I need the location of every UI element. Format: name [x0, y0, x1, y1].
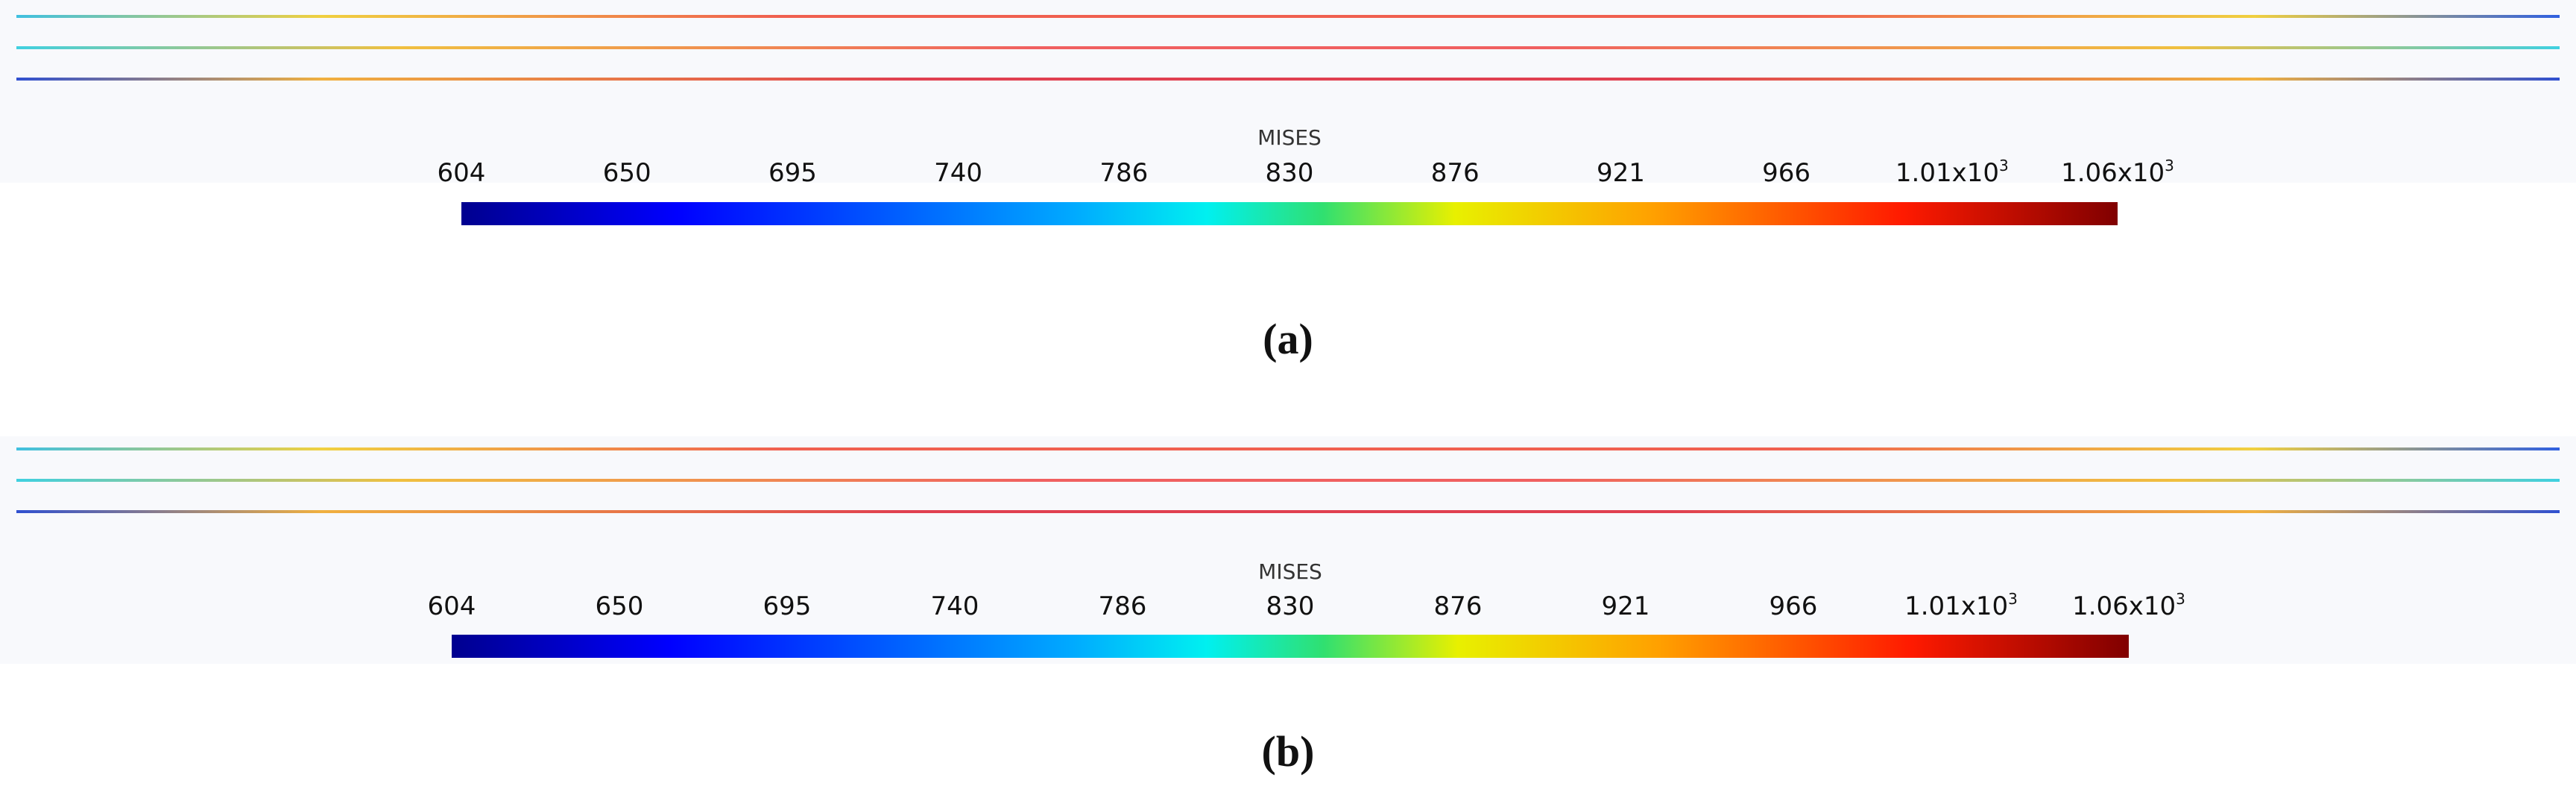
colorbar-tick-label: 1.06x103	[2061, 157, 2174, 188]
strut-line	[16, 46, 2560, 49]
colorbar	[461, 202, 2118, 225]
viewport	[0, 0, 2576, 183]
colorbar-tick-label: 830	[1266, 158, 1314, 188]
colorbar-tick-label: 1.06x103	[2072, 590, 2185, 621]
colorbar-tick-label: 695	[763, 591, 812, 621]
colorbar-tick-label: 966	[1762, 158, 1811, 188]
tick-base: 1.06x10	[2061, 158, 2165, 188]
tick-exponent: 3	[2176, 590, 2185, 608]
colorbar-tick-label: 786	[1099, 158, 1148, 188]
colorbar-tick-label: 695	[768, 158, 817, 188]
strut-line	[16, 479, 2560, 482]
colorbar-tick-label: 604	[428, 591, 476, 621]
strut-line	[16, 15, 2560, 18]
colorbar-tick-label: 830	[1266, 591, 1315, 621]
colorbar-tick-label: 966	[1770, 591, 1818, 621]
colorbar-tick-label: 740	[931, 591, 979, 621]
colorbar-tick-label: 876	[1434, 591, 1483, 621]
tick-exponent: 3	[2008, 590, 2018, 608]
tick-exponent: 3	[1999, 157, 2009, 175]
panel-caption: (b)	[1262, 727, 1315, 776]
colorbar-tick-label: 650	[596, 591, 644, 621]
colorbar-tick-label: 876	[1431, 158, 1480, 188]
strut-line	[16, 78, 2560, 81]
colorbar-tick-label: 740	[934, 158, 982, 188]
colorbar-tick-label: 650	[603, 158, 651, 188]
colorbar-tick-label: 604	[438, 158, 486, 188]
tick-exponent: 3	[2165, 157, 2174, 175]
colorbar	[452, 635, 2129, 658]
colorbar-tick-label: 921	[1597, 158, 1645, 188]
colorbar-title: MISES	[1257, 125, 1322, 150]
colorbar-tick-label: 921	[1602, 591, 1650, 621]
strut-line	[16, 510, 2560, 513]
viewport	[0, 436, 2576, 664]
tick-base: 1.01x10	[1895, 158, 1999, 188]
panel-a-model	[0, 0, 2576, 183]
colorbar-title: MISES	[1258, 559, 1322, 584]
colorbar-tick-label: 1.01x103	[1904, 590, 2018, 621]
strut-line	[16, 447, 2560, 450]
colorbar-tick-label: 1.01x103	[1895, 157, 2009, 188]
panel-b-model	[0, 436, 2576, 664]
tick-base: 1.06x10	[2072, 591, 2176, 621]
panel-caption: (a)	[1263, 315, 1313, 363]
tick-base: 1.01x10	[1904, 591, 2008, 621]
colorbar-tick-label: 786	[1099, 591, 1147, 621]
